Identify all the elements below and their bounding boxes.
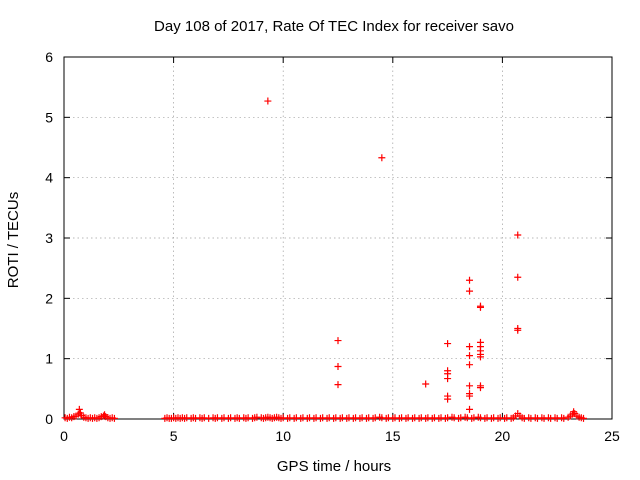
- data-point: [463, 414, 471, 422]
- data-point: [444, 375, 452, 383]
- data-point: [325, 414, 333, 422]
- y-tick-label: 1: [45, 351, 53, 367]
- data-point: [490, 414, 498, 422]
- data-point: [306, 414, 314, 422]
- data-point: [384, 414, 392, 422]
- data-point: [466, 352, 474, 360]
- data-point: [244, 414, 252, 422]
- data-point: [476, 353, 484, 361]
- data-point: [227, 414, 235, 422]
- data-point: [424, 414, 432, 422]
- data-point: [466, 405, 474, 413]
- data-point: [299, 414, 307, 422]
- data-point: [378, 154, 386, 162]
- data-point: [332, 414, 340, 422]
- data-point: [466, 276, 474, 284]
- data-point: [540, 414, 548, 422]
- data-point: [466, 287, 474, 295]
- data-point: [312, 414, 320, 422]
- data-point: [391, 414, 399, 422]
- data-point: [334, 381, 342, 389]
- data-point: [110, 414, 118, 422]
- data-point: [437, 414, 445, 422]
- data-point: [444, 414, 452, 422]
- data-point: [503, 414, 511, 422]
- y-tick-label: 4: [45, 170, 53, 186]
- x-tick-label: 25: [604, 428, 620, 444]
- y-tick-label: 0: [45, 411, 53, 427]
- data-point: [200, 414, 208, 422]
- data-point: [417, 414, 425, 422]
- data-point: [466, 392, 474, 400]
- data-point: [514, 273, 522, 281]
- data-point: [398, 414, 406, 422]
- data-point: [444, 395, 452, 403]
- data-point: [547, 414, 555, 422]
- data-point: [422, 380, 430, 388]
- data-point: [476, 384, 484, 392]
- data-point: [466, 343, 474, 351]
- data-point: [476, 414, 484, 422]
- y-axis-title: ROTI / TECUs: [5, 192, 22, 288]
- data-point: [520, 414, 528, 422]
- data-point: [213, 414, 221, 422]
- y-tick-label: 2: [45, 290, 53, 306]
- data-point: [264, 97, 272, 105]
- data-point: [450, 414, 458, 422]
- y-tick-label: 5: [45, 109, 53, 125]
- data-point: [411, 414, 419, 422]
- data-point: [286, 414, 294, 422]
- data-points: [61, 97, 588, 422]
- data-point: [183, 414, 191, 422]
- data-point: [560, 414, 568, 422]
- data-point: [514, 231, 522, 239]
- data-point: [533, 414, 541, 422]
- data-point: [334, 337, 342, 345]
- data-point: [352, 414, 360, 422]
- data-point: [496, 414, 504, 422]
- y-tick-label: 3: [45, 230, 53, 246]
- grid-lines: [64, 57, 612, 419]
- x-axis-title: GPS time / hours: [277, 458, 391, 475]
- data-point: [365, 414, 373, 422]
- data-point: [319, 414, 327, 422]
- data-point: [483, 414, 491, 422]
- data-point: [466, 382, 474, 390]
- data-point: [430, 414, 438, 422]
- data-point: [476, 303, 484, 311]
- axis-ticks: 0 5 10 15 20 25 0 1 2 3 4 5 6: [45, 49, 620, 444]
- chart-title: Day 108 of 2017, Rate Of TEC Index for r…: [154, 18, 514, 35]
- data-point: [553, 414, 561, 422]
- data-point: [192, 414, 200, 422]
- data-point: [514, 326, 522, 334]
- data-point: [292, 414, 300, 422]
- data-point: [470, 414, 478, 422]
- data-point: [345, 414, 353, 422]
- data-point: [466, 361, 474, 369]
- data-point: [75, 405, 83, 413]
- data-point: [457, 414, 465, 422]
- data-point: [371, 414, 379, 422]
- data-point: [279, 414, 287, 422]
- data-point: [358, 414, 366, 422]
- y-tick-label: 6: [45, 49, 53, 65]
- x-tick-label: 15: [385, 428, 401, 444]
- x-tick-label: 0: [60, 428, 68, 444]
- data-point: [527, 414, 535, 422]
- data-point: [378, 414, 386, 422]
- data-point: [444, 340, 452, 348]
- data-point: [205, 414, 213, 422]
- data-point: [338, 414, 346, 422]
- data-point: [220, 414, 228, 422]
- x-tick-label: 20: [495, 428, 511, 444]
- data-point: [253, 413, 261, 421]
- x-tick-label: 5: [170, 428, 178, 444]
- x-tick-label: 10: [275, 428, 291, 444]
- data-point: [235, 414, 243, 422]
- data-point: [334, 363, 342, 371]
- data-point: [404, 414, 412, 422]
- data-point: [580, 414, 588, 422]
